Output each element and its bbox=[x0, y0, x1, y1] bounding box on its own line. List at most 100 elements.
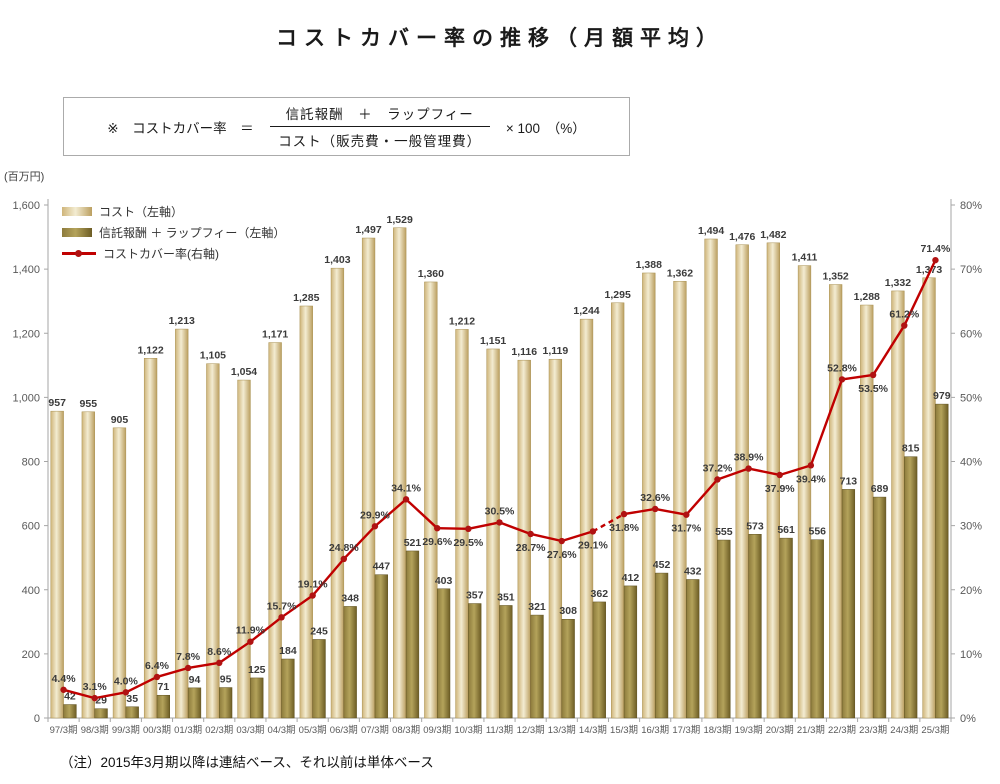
fee-bar bbox=[125, 706, 139, 719]
cost-bar-label: 1,529 bbox=[387, 214, 413, 226]
right-axis-tick-label: 0% bbox=[960, 713, 976, 725]
footnote: （注）2015年3月期以降は連結ベース、それ以前は単体ベース bbox=[60, 755, 434, 770]
fee-bar-label: 357 bbox=[466, 590, 484, 602]
cost-bar bbox=[81, 411, 95, 719]
rate-point-label: 28.7% bbox=[516, 542, 546, 554]
fee-bar bbox=[935, 403, 949, 719]
cost-bar-label: 1,362 bbox=[667, 267, 693, 279]
rate-point-label: 37.2% bbox=[703, 462, 733, 474]
fee-bar-label: 815 bbox=[902, 443, 920, 455]
rate-point bbox=[309, 592, 316, 599]
fee-bar-label: 452 bbox=[653, 559, 671, 571]
x-axis-label: 13/3期 bbox=[548, 725, 576, 736]
right-axis-tick-label: 60% bbox=[960, 328, 982, 340]
cost-bar-label: 1,212 bbox=[449, 315, 475, 327]
fee-bar bbox=[561, 618, 575, 719]
left-axis-tick-label: 200 bbox=[22, 649, 40, 661]
fee-bar-label: 432 bbox=[684, 565, 702, 577]
fee-bar bbox=[686, 579, 700, 719]
rate-line-segment bbox=[468, 521, 500, 531]
fee-bar bbox=[374, 574, 388, 719]
cost-bar-label: 1,497 bbox=[355, 224, 381, 236]
x-axis-label: 05/3期 bbox=[299, 725, 327, 736]
rate-point bbox=[434, 524, 441, 532]
rate-point bbox=[122, 689, 130, 696]
fee-bar-label: 979 bbox=[933, 390, 951, 402]
formula-denominator: コスト（販売費・一般管理費） bbox=[278, 134, 482, 149]
rate-line-segment bbox=[748, 467, 780, 477]
x-axis-label: 00/3期 bbox=[143, 725, 171, 736]
fee-bar-label: 573 bbox=[746, 520, 764, 532]
rate-point-label: 3.1% bbox=[83, 681, 108, 693]
fee-bar-label: 71 bbox=[158, 681, 170, 693]
rate-line-segment bbox=[841, 373, 874, 381]
cost-bar bbox=[143, 358, 158, 719]
legend-item-fee: 信託報酬 ＋ ラップフィー（左軸） bbox=[62, 224, 285, 240]
rate-point bbox=[184, 664, 192, 672]
rate-point bbox=[496, 519, 503, 526]
x-axis-label: 97/3期 bbox=[50, 725, 78, 736]
legend-label-cost: コスト（左軸） bbox=[99, 204, 184, 219]
right-axis-tick-label: 70% bbox=[960, 264, 982, 276]
rate-point-label: 15.7% bbox=[267, 600, 297, 612]
rate-point-label: 53.5% bbox=[858, 383, 888, 395]
rate-point-label: 30.5% bbox=[485, 505, 515, 517]
fee-bar bbox=[281, 658, 295, 719]
fee-bar-label: 95 bbox=[220, 674, 232, 686]
cost-bar bbox=[797, 265, 812, 719]
fee-bar-label: 184 bbox=[279, 645, 297, 657]
rate-line-segment bbox=[63, 688, 96, 700]
cost-bar-label: 955 bbox=[80, 398, 98, 410]
cost-bar-label: 957 bbox=[48, 397, 66, 409]
fee-bar-label: 35 bbox=[126, 693, 138, 705]
right-axis-tick-label: 20% bbox=[960, 585, 982, 597]
rate-line-segment bbox=[187, 661, 220, 670]
fee-bar bbox=[156, 694, 170, 719]
x-axis-label: 14/3期 bbox=[579, 725, 607, 736]
cost-bar-label: 1,116 bbox=[511, 346, 537, 358]
cost-bar bbox=[268, 342, 282, 719]
cost-bar-label: 1,122 bbox=[137, 344, 163, 356]
left-axis-tick-label: 1,000 bbox=[12, 392, 40, 404]
right-axis-tick-label: 80% bbox=[960, 200, 982, 212]
fee-bar bbox=[499, 605, 513, 719]
rate-point bbox=[620, 510, 628, 518]
cost-bar bbox=[860, 304, 874, 719]
fee-bar bbox=[654, 572, 669, 719]
x-axis-label: 21/3期 bbox=[797, 725, 825, 736]
rate-line-segment bbox=[125, 675, 158, 694]
fee-bar-swatch-icon bbox=[62, 227, 92, 237]
x-axis-label: 12/3期 bbox=[517, 725, 545, 736]
fee-bar-label: 94 bbox=[189, 674, 201, 686]
legend-item-rate: コストカバー率(右軸) bbox=[62, 245, 285, 261]
rate-point bbox=[278, 614, 285, 621]
fee-bar bbox=[187, 687, 202, 719]
x-axis-label: 17/3期 bbox=[672, 725, 700, 736]
cost-bar-label: 1,388 bbox=[636, 259, 662, 271]
rate-point bbox=[807, 462, 815, 469]
x-axis-label: 23/3期 bbox=[859, 725, 887, 736]
fee-bar bbox=[63, 704, 77, 719]
rate-line-segment bbox=[561, 530, 594, 543]
rate-line-swatch-icon bbox=[62, 249, 96, 257]
cost-bar bbox=[766, 242, 780, 719]
cost-cover-rate-combo-chart: 0 200 400 600 800 1,000 1,200 1,400 1,600 0% 10% 20… bbox=[12, 199, 982, 736]
fee-bar bbox=[219, 687, 233, 719]
rate-point-label: 61.2% bbox=[889, 309, 919, 321]
legend-label-rate: コストカバー率(右軸) bbox=[103, 246, 219, 261]
rate-point bbox=[589, 528, 597, 535]
formula-suffix: × 100 （%） bbox=[505, 120, 586, 136]
cost-bar bbox=[486, 348, 500, 719]
fee-bar bbox=[904, 456, 918, 719]
rate-line-segment bbox=[903, 259, 937, 327]
fee-bar-label: 29 bbox=[95, 695, 107, 707]
rate-marker-icon bbox=[75, 249, 82, 257]
rate-point bbox=[60, 686, 67, 693]
fee-bar-label: 125 bbox=[248, 664, 266, 676]
cost-bar bbox=[922, 277, 936, 719]
right-axis-tick-label: 40% bbox=[960, 457, 982, 469]
x-axis-label: 99/3期 bbox=[112, 725, 140, 736]
rate-line-segment bbox=[342, 525, 376, 560]
rate-point bbox=[402, 496, 410, 503]
fee-bar bbox=[436, 588, 451, 719]
